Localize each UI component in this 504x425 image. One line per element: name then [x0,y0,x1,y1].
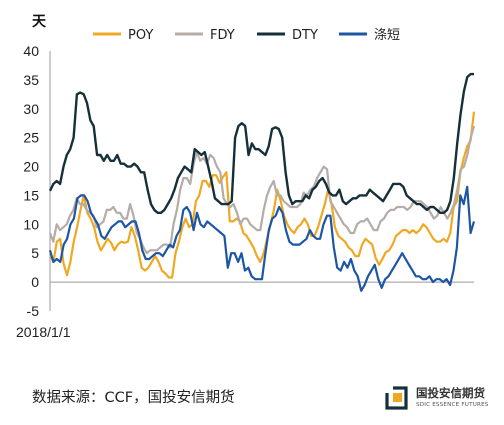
y-tick-label: 5 [31,245,39,261]
y-axis-ticks: 40 35 30 25 20 15 10 5 0 -5 [23,43,39,319]
y-tick-label: 25 [23,130,39,146]
brand-logo: 国投安信期货 SDIC ESSENCE FUTURES [384,383,494,417]
y-tick-label: -5 [27,303,40,319]
x-start-label: 2018/1/1 [16,324,71,340]
legend-label: POY [128,28,153,43]
line-chart: POY FDY DTY 涤短 天 40 35 30 25 20 15 10 5 0 -5 2018/1/… [16,14,476,340]
y-tick-label: 40 [23,43,39,59]
y-tick-label: 10 [23,216,39,232]
y-tick-label: 35 [23,72,39,88]
source-note: 数据来源：CCF，国投安信期货 [32,390,235,406]
brand-logo-icon [384,384,408,410]
legend: POY FDY DTY 涤短 [93,28,400,43]
series-line-1 [48,125,476,255]
y-tick-label: 30 [23,101,39,117]
series-line-2 [48,72,474,215]
y-tick-label: 20 [23,159,39,175]
y-unit-label: 天 [32,14,47,30]
legend-label: 涤短 [374,28,400,43]
series-lines [48,72,476,292]
legend-label: FDY [210,28,235,43]
y-tick-label: 0 [31,274,39,290]
brand-logo-subtitle: SDIC ESSENCE FUTURES [416,402,489,408]
series-line-0 [48,111,476,279]
y-tick-label: 15 [23,187,39,203]
brand-logo-name: 国投安信期货 [416,386,485,400]
legend-label: DTY [292,28,318,43]
series-line-3 [48,185,476,292]
